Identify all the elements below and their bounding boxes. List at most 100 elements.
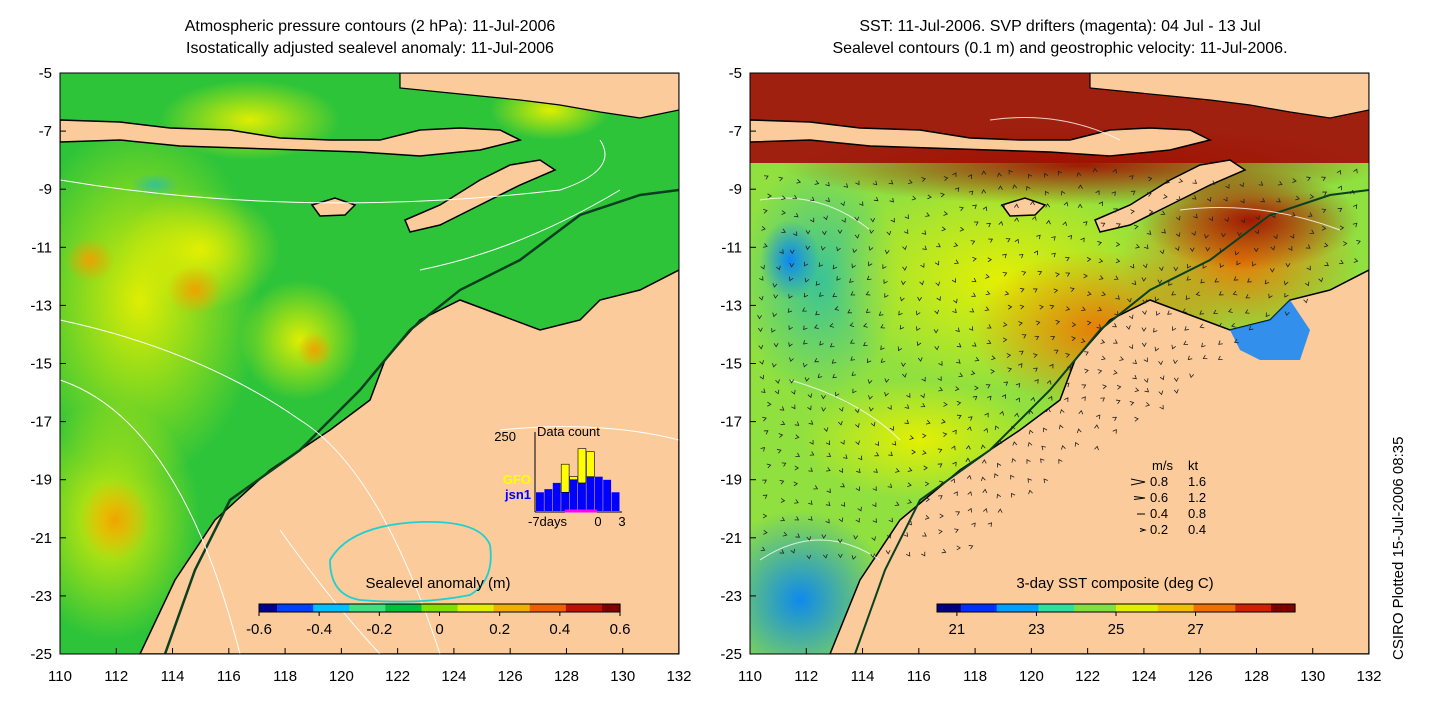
velocity-arrow [884, 391, 889, 397]
velocity-arrow [1018, 321, 1023, 326]
x-tick-label: 114 [161, 668, 185, 685]
velocity-arrow [911, 195, 917, 201]
velocity-arrow [938, 361, 943, 366]
velocity-arrow [872, 518, 877, 524]
velocity-arrow [795, 452, 801, 457]
velocity-arrow [838, 421, 843, 426]
velocity-arrow [780, 420, 786, 426]
y-tick-label: -9 [39, 181, 52, 198]
velocity-arrow [1064, 382, 1070, 388]
velocity-arrow [972, 256, 977, 262]
velocity-arrow [836, 276, 841, 281]
velocity-arrow [941, 226, 947, 232]
left-land-australia [139, 269, 679, 654]
velocity-arrow [1176, 215, 1181, 221]
velocity-legend-arrow [1139, 528, 1147, 532]
velocity-arrow [895, 468, 900, 473]
velocity-arrow [916, 341, 922, 347]
velocity-arrow [996, 462, 1002, 468]
colorbar-segment [984, 604, 992, 612]
y-tick-label: -15 [30, 356, 52, 373]
colorbar-segment [277, 604, 284, 612]
velocity-arrow [1128, 314, 1134, 320]
velocity-arrow [763, 243, 768, 248]
velocity-arrow [794, 421, 800, 426]
velocity-arrow [1126, 325, 1131, 330]
velocity-arrow [954, 528, 959, 533]
velocity-arrow [1011, 458, 1017, 463]
velocity-arrow [1053, 288, 1059, 294]
colorbar-segment [1145, 604, 1153, 612]
velocity-arrow [921, 551, 926, 557]
velocity-arrow [880, 324, 886, 329]
velocity-arrow [859, 201, 864, 207]
colorbar-segment [937, 604, 944, 612]
right-colorbar-label: 3-day SST composite (deg C) [1016, 575, 1213, 592]
velocity-arrow [1063, 201, 1069, 207]
velocity-arrow [1304, 281, 1310, 287]
velocity-arrow [1065, 306, 1071, 311]
velocity-arrow [1336, 169, 1342, 175]
velocity-arrow [1116, 223, 1121, 228]
velocity-arrow [1202, 354, 1208, 360]
velocity-arrow [789, 263, 795, 268]
velocity-arrow [1184, 326, 1189, 331]
right-land-islands [750, 119, 1213, 157]
velocity-arrow [916, 310, 921, 316]
velocity-arrow [814, 180, 820, 185]
velocity-arrow [974, 356, 980, 362]
velocity-arrow [1049, 304, 1055, 310]
colorbar-segment [1056, 604, 1063, 612]
colorbar-segment [319, 604, 326, 612]
velocity-arrow [837, 538, 843, 544]
velocity-arrow [1145, 402, 1151, 407]
velocity-arrow [1233, 338, 1239, 344]
colorbar-segment [607, 604, 615, 612]
velocity-arrow [921, 377, 926, 382]
velocity-arrow [999, 410, 1004, 416]
left-colorbar-label: Sealevel anomaly (m) [365, 575, 510, 592]
colorbar-segment [1020, 604, 1028, 612]
velocity-arrow [1195, 291, 1201, 297]
velocity-arrow [834, 306, 840, 311]
velocity-arrow [886, 230, 892, 236]
velocity-arrow [1171, 291, 1176, 296]
velocity-arrow [953, 491, 958, 496]
y-tick-label: -23 [30, 588, 52, 605]
velocity-arrow [1193, 213, 1198, 219]
x-tick-label: 128 [1244, 668, 1269, 685]
velocity-arrow [1146, 230, 1152, 235]
velocity-arrow [1028, 409, 1034, 415]
colorbar-segment [577, 604, 585, 612]
velocity-arrow [1144, 244, 1149, 250]
velocity-arrow [869, 229, 875, 234]
y-tick-label: -7 [729, 123, 742, 140]
velocity-arrow [836, 246, 841, 252]
velocity-arrow [880, 358, 886, 363]
colorbar-segment [990, 604, 998, 612]
velocity-arrow [850, 356, 855, 361]
colorbar-segment [481, 604, 489, 612]
velocity-arrow [994, 473, 999, 478]
colorbar-segment [583, 604, 591, 612]
velocity-arrow [1012, 441, 1018, 446]
velocity-arrow [1101, 291, 1106, 297]
velocity-arrow [805, 230, 811, 235]
velocity-arrow [987, 257, 993, 263]
velocity-arrow [825, 197, 830, 203]
velocity-arrow [1159, 375, 1165, 381]
colorbar-segment [1265, 604, 1272, 612]
x-tick-label: 118 [963, 668, 987, 685]
velocity-arrow [792, 231, 798, 237]
velocity-arrow [1173, 377, 1179, 382]
velocity-arrow [934, 260, 940, 266]
velocity-arrow [772, 283, 778, 288]
colorbar-segment [613, 604, 621, 612]
velocity-arrow [843, 183, 849, 188]
velocity-arrow [1006, 353, 1012, 358]
velocity-arrow [1277, 181, 1283, 186]
velocity-arrow [984, 306, 990, 311]
velocity-arrow [1306, 265, 1311, 271]
velocity-arrow [1065, 272, 1071, 277]
velocity-arrow [904, 404, 910, 409]
